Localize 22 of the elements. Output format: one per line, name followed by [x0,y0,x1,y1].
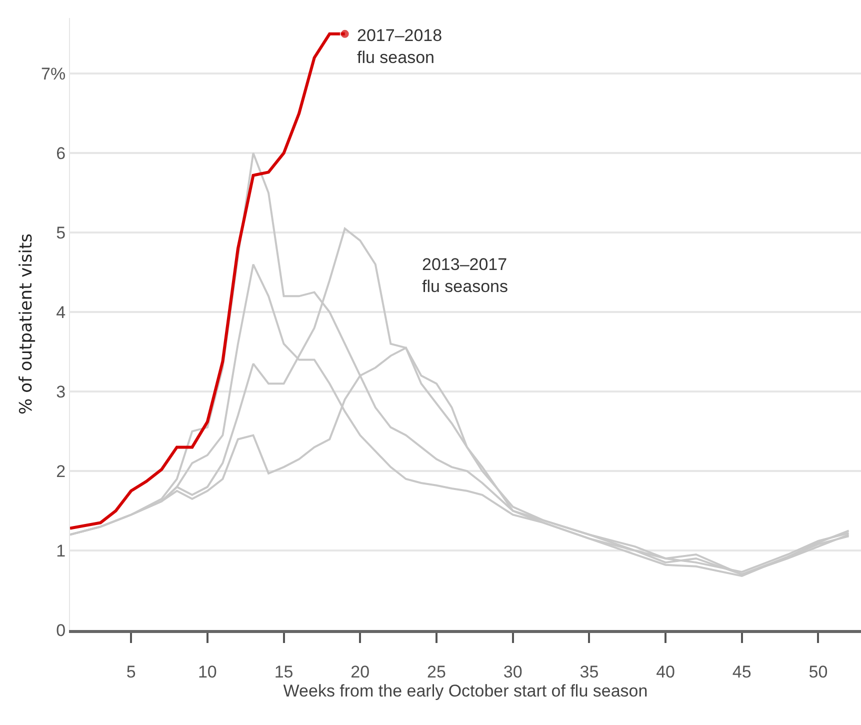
x-tick-label: 10 [198,662,217,682]
annotation: 2013–2017 flu seasons [422,255,508,296]
annotation: 2017–2018 flu season [357,26,442,68]
y-tick-label: 0 [56,620,66,640]
y-tick-label: 7% [41,64,66,84]
x-tick-label: 40 [656,662,675,682]
x-tick-label: 30 [503,662,522,682]
y-tick-label: 1 [56,541,66,560]
y-tick-label: 2 [56,462,66,481]
y-tick-label: 3 [56,382,66,402]
x-tick-label: 50 [808,662,828,682]
y-tick-label: 4 [56,303,66,322]
y-axis-title: % of outpatient visits [16,233,37,414]
x-tick-label: 5 [126,662,136,682]
x-axis-title: Weeks from the early October start of flu season [283,681,648,700]
y-tick-label: 5 [56,224,66,243]
x-tick-label: 35 [580,662,599,682]
x-tick-label: 20 [350,662,370,682]
y-tick-label: 6 [56,144,66,164]
x-tick-label: 15 [274,662,294,682]
x-tick-label: 45 [732,662,752,682]
x-tick-label: 25 [427,662,446,682]
